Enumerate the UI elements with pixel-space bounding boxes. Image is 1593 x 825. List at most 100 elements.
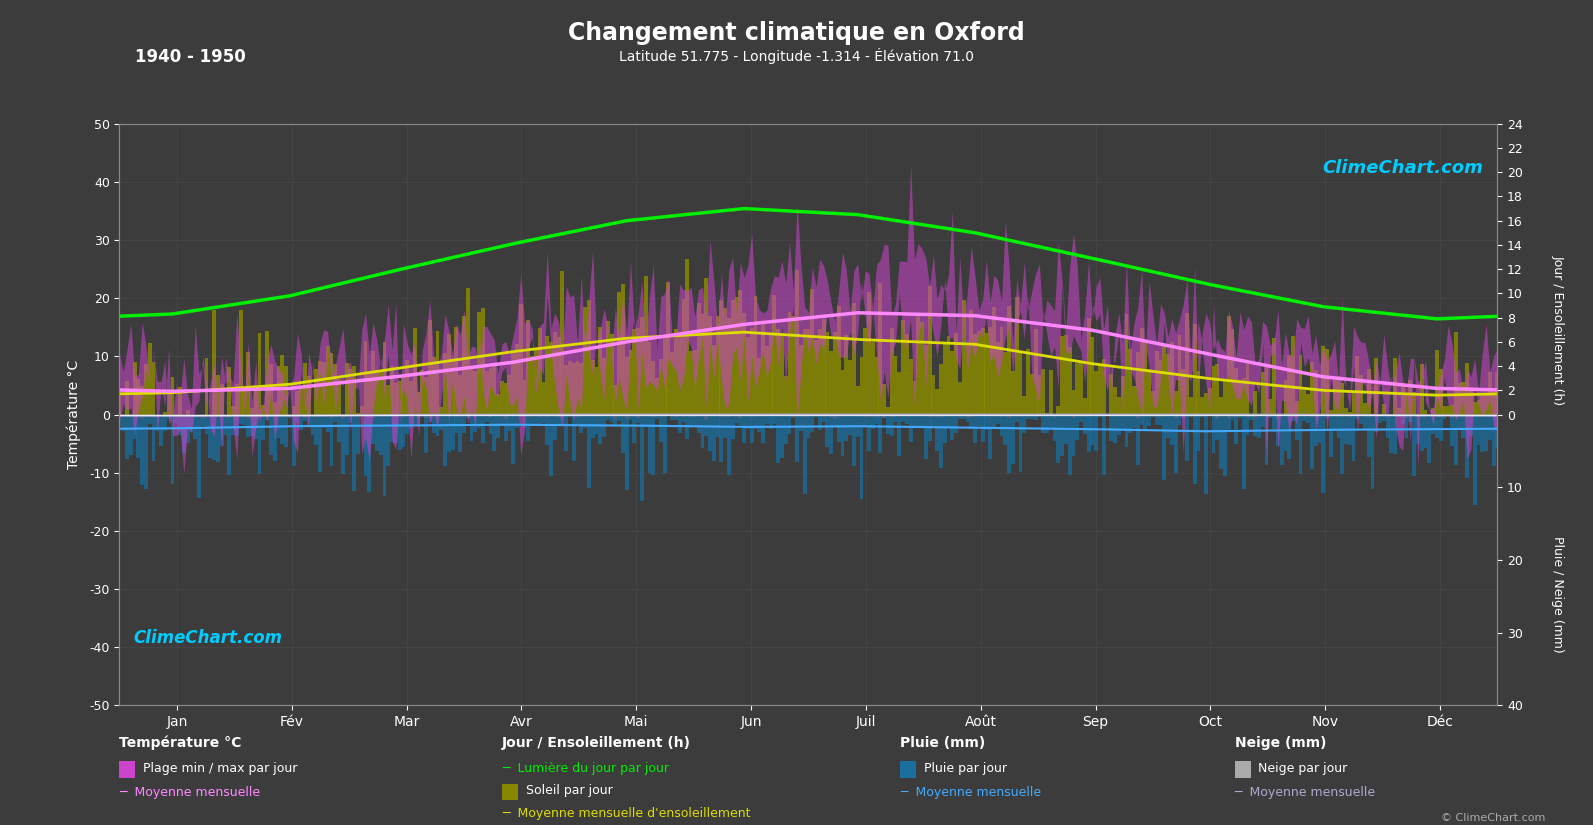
- Bar: [424, 414, 429, 418]
- Bar: [795, 414, 800, 417]
- Bar: [1152, 414, 1155, 417]
- Bar: [523, 414, 526, 416]
- Bar: [1378, 414, 1383, 417]
- Bar: [1287, 414, 1292, 416]
- Bar: [663, 414, 666, 474]
- Bar: [228, 414, 231, 475]
- Bar: [299, 414, 303, 416]
- Bar: [817, 328, 822, 414]
- Bar: [465, 414, 470, 416]
- Bar: [542, 414, 545, 423]
- Bar: [1048, 414, 1053, 416]
- Bar: [1394, 358, 1397, 414]
- Bar: [295, 414, 299, 422]
- Bar: [401, 414, 405, 417]
- Bar: [902, 414, 905, 416]
- Bar: [1257, 414, 1260, 438]
- Bar: [836, 414, 841, 416]
- Bar: [1446, 406, 1450, 414]
- Bar: [1333, 379, 1337, 414]
- Bar: [1298, 414, 1303, 416]
- Bar: [247, 414, 250, 418]
- Bar: [773, 295, 776, 414]
- Bar: [701, 314, 704, 414]
- Bar: [1287, 414, 1292, 460]
- Bar: [1125, 314, 1128, 414]
- Bar: [981, 328, 984, 414]
- Bar: [1012, 371, 1015, 414]
- Bar: [1405, 414, 1408, 437]
- Bar: [1166, 414, 1169, 417]
- Bar: [429, 414, 432, 417]
- Bar: [572, 414, 575, 461]
- Bar: [1094, 414, 1098, 451]
- Bar: [478, 414, 481, 416]
- Bar: [632, 329, 636, 414]
- Bar: [470, 369, 473, 414]
- Bar: [269, 364, 272, 414]
- Bar: [178, 414, 182, 416]
- Bar: [1072, 414, 1075, 418]
- Bar: [883, 414, 886, 418]
- Bar: [739, 414, 742, 425]
- Bar: [572, 363, 575, 414]
- Bar: [1321, 414, 1325, 493]
- Bar: [746, 414, 750, 429]
- Bar: [704, 414, 709, 436]
- Bar: [575, 414, 580, 417]
- Bar: [787, 313, 792, 414]
- Bar: [1223, 414, 1227, 416]
- Bar: [186, 410, 190, 414]
- Bar: [847, 414, 852, 435]
- Bar: [1177, 414, 1182, 425]
- Bar: [750, 328, 753, 414]
- Bar: [833, 414, 836, 426]
- Bar: [398, 381, 401, 414]
- Bar: [1098, 364, 1102, 414]
- Bar: [935, 414, 940, 451]
- Bar: [652, 361, 655, 414]
- Bar: [1314, 370, 1317, 414]
- Bar: [357, 412, 360, 414]
- Bar: [1072, 414, 1075, 456]
- Bar: [1128, 349, 1133, 414]
- Bar: [1227, 414, 1230, 432]
- Bar: [440, 414, 443, 416]
- Bar: [220, 414, 223, 446]
- Bar: [1196, 414, 1200, 450]
- Bar: [137, 414, 140, 458]
- Bar: [503, 383, 508, 414]
- Bar: [1298, 356, 1303, 414]
- Bar: [946, 336, 951, 414]
- Bar: [333, 364, 338, 414]
- Bar: [1004, 414, 1007, 446]
- Bar: [817, 414, 822, 431]
- Bar: [1295, 414, 1298, 441]
- Bar: [156, 414, 159, 431]
- Bar: [969, 310, 973, 414]
- Bar: [1491, 393, 1496, 414]
- Bar: [1102, 359, 1106, 414]
- Bar: [1227, 316, 1230, 414]
- Bar: [1125, 414, 1128, 446]
- Bar: [292, 414, 296, 466]
- Bar: [1435, 350, 1438, 414]
- Bar: [193, 414, 198, 439]
- Bar: [776, 414, 781, 463]
- Bar: [523, 414, 526, 428]
- Bar: [1413, 392, 1416, 414]
- Bar: [1227, 414, 1230, 417]
- Bar: [204, 414, 209, 434]
- Bar: [1078, 414, 1083, 416]
- Bar: [640, 414, 644, 501]
- Bar: [448, 334, 451, 414]
- Bar: [753, 296, 757, 414]
- Bar: [644, 414, 648, 416]
- Bar: [193, 414, 198, 417]
- Bar: [1045, 413, 1048, 414]
- Bar: [564, 414, 569, 416]
- Bar: [602, 357, 605, 414]
- Text: 1940 - 1950: 1940 - 1950: [135, 48, 247, 66]
- Bar: [1075, 414, 1078, 416]
- Bar: [746, 337, 750, 414]
